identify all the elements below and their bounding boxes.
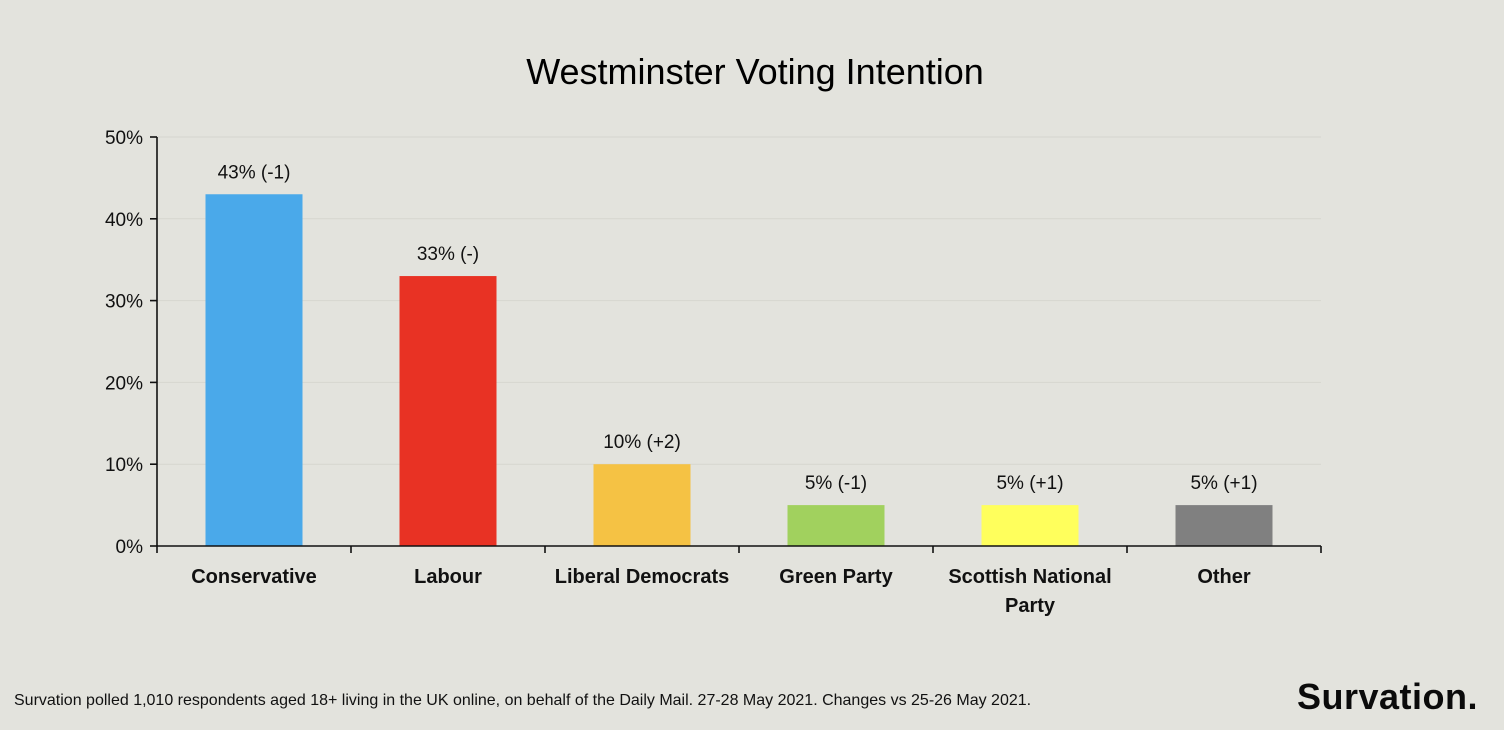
x-tick-label: Other bbox=[1197, 566, 1251, 588]
y-tick-label: 40% bbox=[105, 210, 143, 231]
y-tick-label: 30% bbox=[105, 292, 143, 313]
y-axis: 0% 10% 20% 30% 40% 50% bbox=[105, 128, 158, 558]
x-tick-label: Scottish National Party bbox=[948, 566, 1111, 617]
footnote: Survation polled 1,010 respondents aged … bbox=[14, 692, 1032, 709]
bar bbox=[399, 276, 497, 546]
bar bbox=[787, 505, 885, 546]
x-tick-label: Labour bbox=[414, 566, 482, 588]
x-tick-label: Conservative bbox=[191, 566, 317, 588]
data-label: 5% (+1) bbox=[1190, 473, 1257, 494]
brand-logo: Survation. bbox=[1296, 676, 1478, 717]
data-label: 5% (-1) bbox=[805, 473, 867, 494]
chart-title: Westminster Voting Intention bbox=[526, 51, 984, 92]
data-label: 5% (+1) bbox=[996, 473, 1063, 494]
gridlines bbox=[157, 136, 1321, 465]
bar bbox=[593, 464, 691, 546]
x-tick-label: Liberal Democrats bbox=[555, 566, 730, 588]
bar-chart: Westminster Voting Intention 0% 10% 20% 30%… bbox=[105, 51, 1322, 617]
y-tick-label: 20% bbox=[105, 373, 143, 394]
bar bbox=[981, 505, 1079, 546]
y-tick-label: 10% bbox=[105, 455, 143, 476]
y-tick-label: 50% bbox=[105, 128, 143, 149]
data-label: 33% (-) bbox=[417, 244, 479, 265]
bars bbox=[205, 194, 1273, 546]
x-axis: Conservative Labour Liberal Democrats Green… bbox=[156, 545, 1322, 617]
x-tick-label: Green Party bbox=[779, 566, 893, 588]
bar bbox=[205, 194, 303, 546]
data-label: 10% (+2) bbox=[603, 432, 681, 453]
data-labels: 43% (-1) 33% (-) 10% (+2) 5% (-1) 5% (+1) 5% … bbox=[218, 162, 1258, 494]
bar bbox=[1175, 505, 1273, 546]
y-tick-label: 0% bbox=[116, 537, 144, 558]
data-label: 43% (-1) bbox=[218, 162, 291, 183]
